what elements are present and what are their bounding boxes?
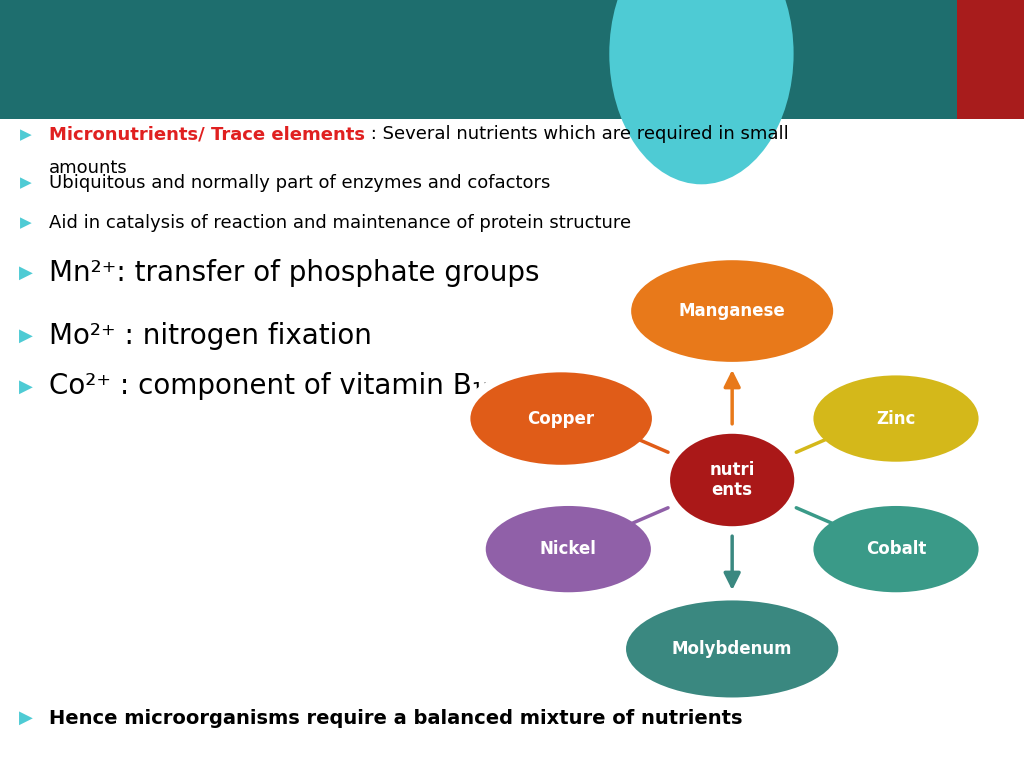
Ellipse shape	[616, 593, 848, 705]
Text: : Several nutrients which are required in small: : Several nutrients which are required i…	[366, 125, 788, 144]
Text: ▶: ▶	[18, 263, 33, 282]
Text: Nickel: Nickel	[540, 540, 597, 558]
Ellipse shape	[469, 371, 653, 466]
Ellipse shape	[812, 374, 980, 463]
Text: amounts: amounts	[49, 159, 128, 177]
Text: Copper: Copper	[527, 409, 595, 428]
Text: nutri
ents: nutri ents	[710, 461, 755, 499]
Text: Aid in catalysis of reaction and maintenance of protein structure: Aid in catalysis of reaction and mainten…	[49, 214, 631, 232]
Circle shape	[669, 432, 796, 528]
Ellipse shape	[461, 365, 662, 472]
Ellipse shape	[804, 498, 988, 600]
Text: ▶: ▶	[18, 326, 33, 345]
Bar	[957, 0, 1024, 119]
Ellipse shape	[812, 505, 980, 594]
Ellipse shape	[609, 0, 794, 184]
Ellipse shape	[630, 259, 835, 363]
Text: Manganese: Manganese	[679, 302, 785, 320]
Text: ▶: ▶	[19, 175, 32, 190]
Ellipse shape	[625, 599, 840, 699]
Text: Co²⁺ : component of vitamin B₁₂: Co²⁺ : component of vitamin B₁₂	[49, 372, 495, 400]
Text: ▶: ▶	[19, 215, 32, 230]
Bar	[0, 0, 1024, 119]
Text: Micronutrients/ Trace elements: Micronutrients/ Trace elements	[49, 125, 366, 144]
Text: Ubiquitous and normally part of enzymes and cofactors: Ubiquitous and normally part of enzymes …	[49, 174, 551, 192]
Ellipse shape	[484, 505, 652, 594]
Text: Zinc: Zinc	[877, 409, 915, 428]
Text: Mn²⁺: transfer of phosphate groups: Mn²⁺: transfer of phosphate groups	[49, 259, 540, 286]
Ellipse shape	[804, 368, 988, 469]
Text: Cobalt: Cobalt	[866, 540, 926, 558]
Text: ▶: ▶	[19, 127, 32, 142]
Ellipse shape	[476, 498, 660, 600]
Text: Molybdenum: Molybdenum	[672, 640, 793, 658]
Ellipse shape	[622, 253, 843, 369]
Text: Hence microorganisms require a balanced mixture of nutrients: Hence microorganisms require a balanced …	[49, 709, 742, 727]
Text: ▶: ▶	[18, 377, 33, 396]
Text: Mo²⁺ : nitrogen fixation: Mo²⁺ : nitrogen fixation	[49, 322, 372, 349]
Text: ▶: ▶	[18, 709, 33, 727]
